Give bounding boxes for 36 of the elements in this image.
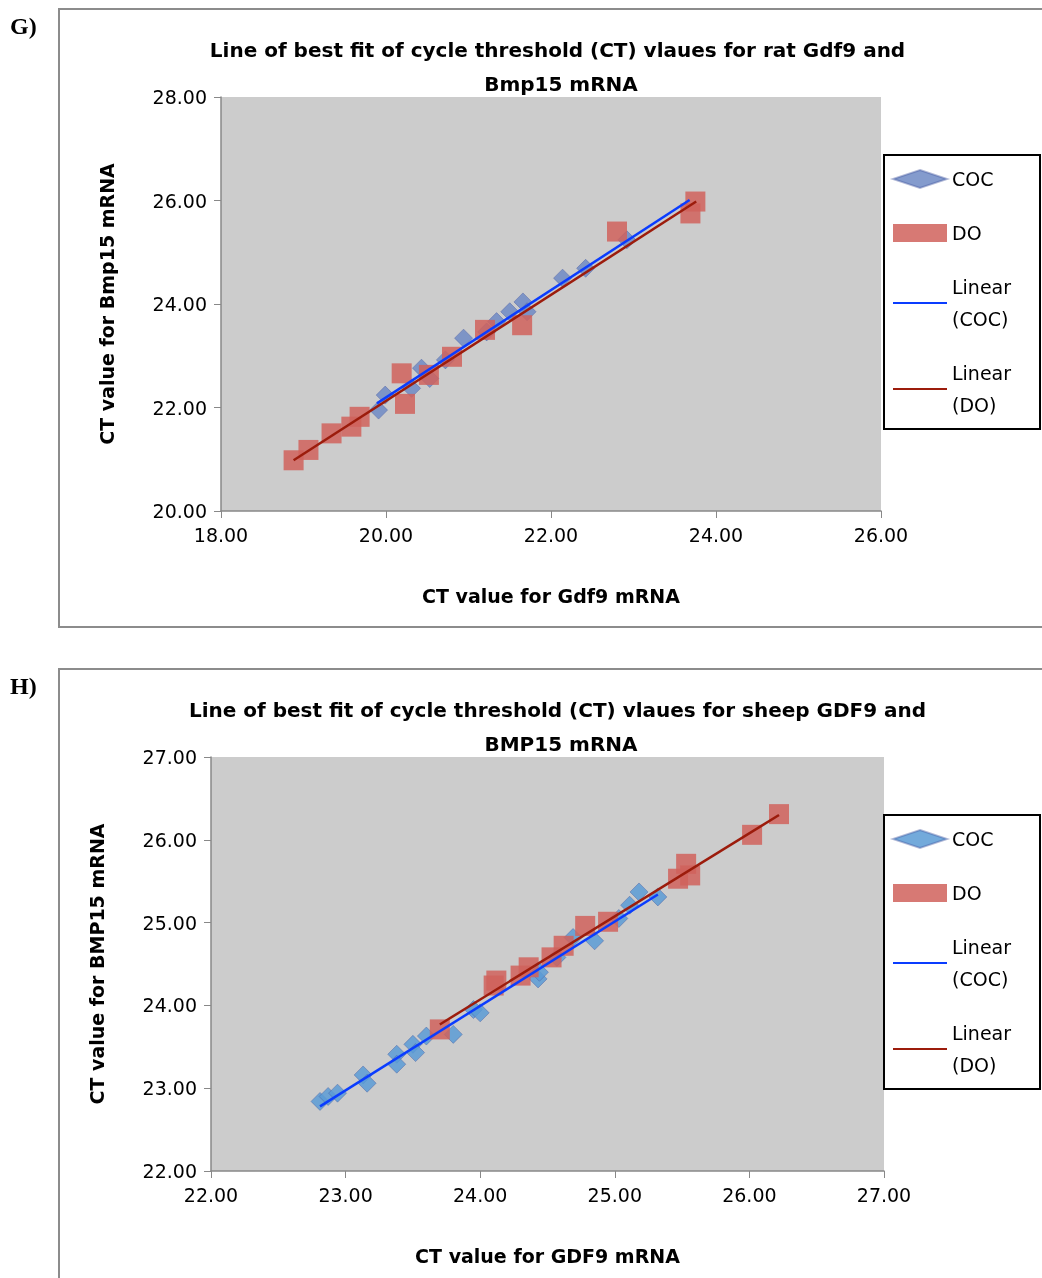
- legend-label: DO: [952, 882, 982, 904]
- y-tick-label: 23.00: [142, 1077, 197, 1100]
- x-tick-label: 22.00: [523, 523, 579, 546]
- x-tick-label: 26.00: [722, 1183, 777, 1206]
- x-tick-label: 22.00: [183, 1183, 239, 1206]
- y-tick-label: 26.00: [142, 828, 197, 851]
- y-axis-title: CT value for BMP15 mRNA: [85, 823, 108, 1105]
- x-tick-label: 24.00: [453, 1183, 508, 1206]
- x-tick-label: 18.00: [193, 523, 249, 546]
- legend-label: COC: [952, 168, 994, 190]
- y-tick-label: 22.00: [142, 1160, 197, 1182]
- legend-label: Linear (COC): [952, 276, 1018, 330]
- y-axis-title: CT value for Bmp15 mRNA: [95, 162, 118, 445]
- text: H): [10, 673, 37, 699]
- y-tick-label: 26.00: [152, 189, 207, 212]
- y-tick-label: 25.00: [142, 911, 197, 934]
- legend-label: COC: [952, 828, 994, 850]
- x-tick-label: 23.00: [318, 1183, 373, 1206]
- x-tick-label: 20.00: [358, 523, 414, 546]
- text: G): [10, 13, 37, 39]
- y-tick-label: 24.00: [142, 994, 197, 1017]
- chart-title: Line of best fit of cycle threshold (CT) vlaues for rat Gdf9 and Bmp15 mRNA: [209, 38, 913, 96]
- y-tick-label: 24.00: [152, 293, 207, 315]
- y-tick-label: 28.00: [152, 86, 207, 108]
- y-tick-label: 22.00: [152, 396, 207, 419]
- x-tick-label: 24.00: [688, 523, 744, 546]
- legend-label: Linear (DO): [952, 362, 1018, 416]
- x-axis-title: CT value for GDF9 mRNA: [415, 1244, 681, 1267]
- x-tick-label: 25.00: [587, 1183, 642, 1206]
- legend-label: Linear (DO): [952, 1022, 1018, 1076]
- x-tick-label: 27.00: [856, 1183, 912, 1206]
- x-tick-label: 26.00: [853, 523, 909, 546]
- legend-label: DO: [952, 222, 982, 244]
- x-axis-title: CT value for Gdf9 mRNA: [422, 584, 681, 607]
- y-tick-label: 20.00: [152, 500, 207, 522]
- legend-label: Linear (COC): [952, 936, 1018, 990]
